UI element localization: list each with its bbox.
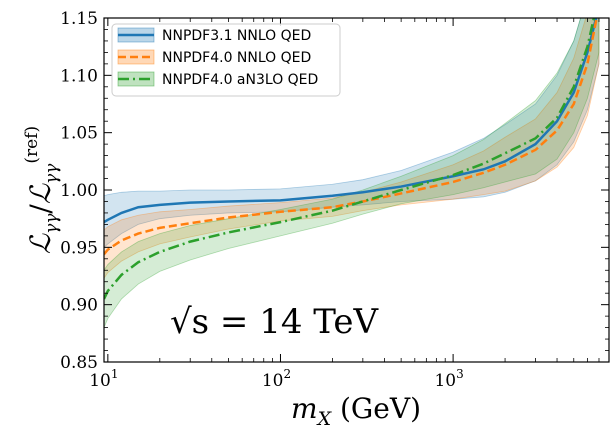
y-tick-label: 0.90: [60, 296, 98, 316]
y-tick-label: 1.15: [60, 9, 98, 29]
legend-label: NNPDF4.0 NNLO QED: [162, 50, 311, 66]
plot-frame: [103, 17, 610, 363]
y-tick-label: 1.05: [60, 124, 98, 144]
legend-box: [111, 23, 341, 97]
y-axis-title: ℒγγ/ℒγγ(ref): [22, 126, 62, 254]
line-series-2: [104, 18, 598, 256]
line-series-1: [104, 18, 598, 224]
legend-entry-3: NNPDF4.0 aN3LO QED: [117, 71, 318, 88]
axis-ticks: [104, 17, 609, 363]
x-tick-label: 103: [434, 367, 463, 391]
x-tick-label: 101: [89, 367, 118, 391]
line-series-3: [104, 18, 596, 300]
x-tick-labels: 101 102 103: [89, 367, 464, 391]
y-tick-label: 1.10: [60, 66, 98, 86]
y-tick-label: 1.00: [60, 181, 98, 201]
y-tick-label: 0.85: [60, 353, 98, 373]
legend-label: NNPDF3.1 NNLO QED: [162, 28, 311, 44]
central-lines: [104, 18, 598, 300]
legend: NNPDF3.1 NNLO QED NNPDF4.0 NNLO QED NNPDF4…: [111, 23, 341, 97]
band-series-2: [104, 18, 600, 280]
legend-label: NNPDF4.0 aN3LO QED: [162, 72, 318, 88]
y-tick-labels: 0.85 0.90 0.95 1.00 1.05 1.10 1.15: [60, 9, 98, 373]
band-series-1: [104, 18, 600, 248]
legend-entry-2: NNPDF4.0 NNLO QED: [117, 49, 311, 66]
x-tick-label: 102: [262, 367, 291, 391]
y-tick-label: 0.95: [60, 238, 98, 258]
x-axis-title: mX (GeV): [291, 392, 421, 429]
legend-entry-1: NNPDF3.1 NNLO QED: [117, 27, 311, 44]
energy-annotation: √s = 14 TeV: [170, 302, 379, 342]
